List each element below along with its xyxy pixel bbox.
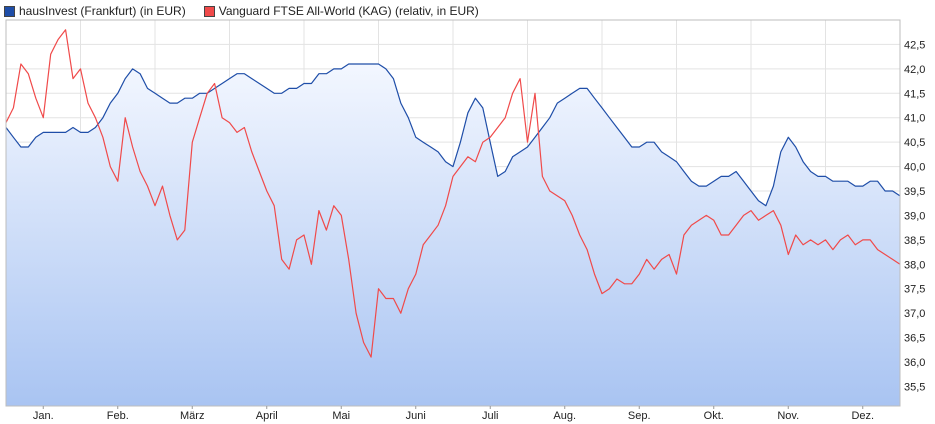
x-tick-label: Sep. bbox=[628, 410, 651, 422]
series-line-vanguard bbox=[5, 29, 901, 358]
legend-swatch-hausinvest bbox=[4, 5, 15, 17]
y-tick-label: 42,0 bbox=[904, 64, 925, 76]
y-tick-label: 38,0 bbox=[904, 259, 925, 271]
y-tick-label: 37,5 bbox=[904, 284, 925, 296]
x-tick-label: Mai bbox=[332, 410, 350, 422]
x-tick-label: Okt. bbox=[704, 410, 724, 422]
legend-item-hausinvest: hausInvest (Frankfurt) (in EUR) bbox=[4, 4, 186, 18]
plot-frame bbox=[5, 19, 901, 407]
y-tick-label: 39,0 bbox=[904, 210, 925, 222]
y-tick-label: 37,0 bbox=[904, 308, 925, 320]
y-tick-label: 39,5 bbox=[904, 186, 925, 198]
series-line-hausinvest bbox=[5, 63, 901, 207]
x-tick-label: April bbox=[256, 410, 278, 422]
x-tick-label: Nov. bbox=[777, 410, 799, 422]
y-tick-label: 42,5 bbox=[904, 39, 925, 51]
x-tick-label: Aug. bbox=[553, 410, 576, 422]
y-tick-label: 41,5 bbox=[904, 88, 925, 100]
legend-label-hausinvest: hausInvest (Frankfurt) (in EUR) bbox=[19, 4, 186, 18]
y-tick-label: 40,0 bbox=[904, 162, 925, 174]
x-tick-label: März bbox=[180, 410, 204, 422]
chart-legend: hausInvest (Frankfurt) (in EUR) Vanguard… bbox=[4, 2, 497, 20]
y-tick-label: 41,0 bbox=[904, 113, 925, 125]
y-tick-label: 40,5 bbox=[904, 137, 925, 149]
legend-label-vanguard: Vanguard FTSE All-World (KAG) (relativ, … bbox=[218, 4, 479, 18]
x-tick-label: Dez. bbox=[851, 410, 874, 422]
y-tick-label: 35,5 bbox=[904, 381, 925, 393]
x-tick-label: Feb. bbox=[107, 410, 129, 422]
y-tick-label: 36,0 bbox=[904, 357, 925, 369]
series-area-hausinvest bbox=[6, 64, 900, 406]
x-tick-label: Jan. bbox=[33, 410, 54, 422]
x-tick-label: Juni bbox=[406, 410, 426, 422]
legend-item-vanguard: Vanguard FTSE All-World (KAG) (relativ, … bbox=[203, 4, 479, 18]
x-tick-label: Juli bbox=[482, 410, 499, 422]
y-tick-label: 36,5 bbox=[904, 333, 925, 345]
legend-swatch-vanguard bbox=[203, 5, 215, 17]
y-tick-label: 38,5 bbox=[904, 235, 925, 247]
